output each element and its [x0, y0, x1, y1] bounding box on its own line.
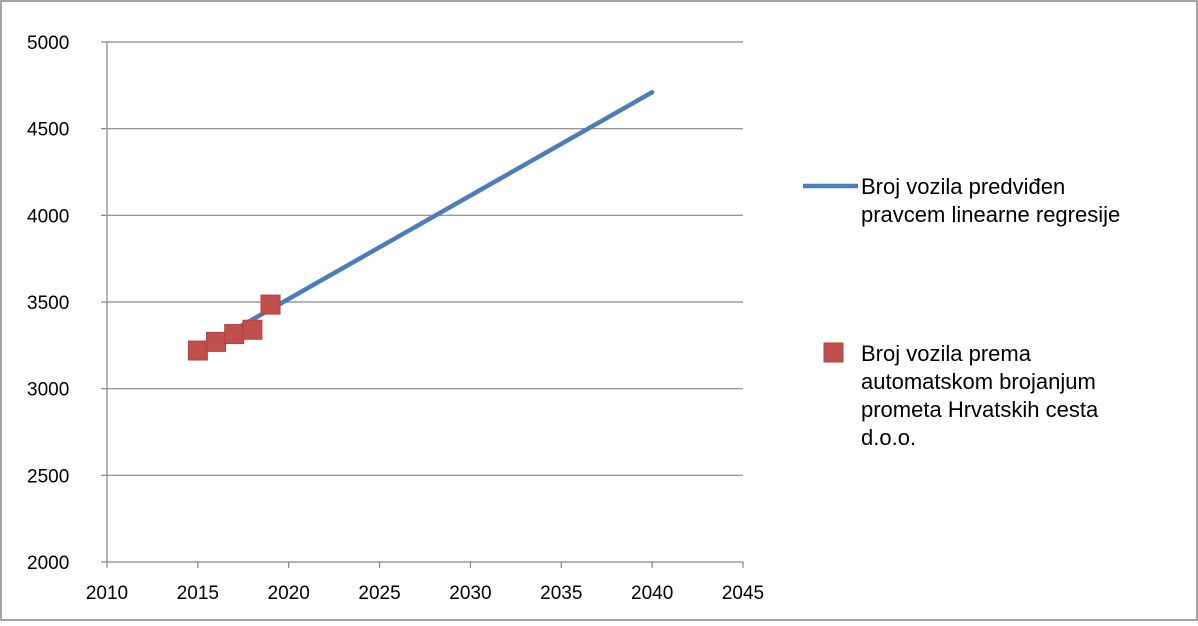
- legend: Broj vozila predviđen pravcem linearne re…: [803, 174, 1120, 450]
- data-point-marker: [206, 331, 227, 352]
- legend-label-line: Broj vozila prema: [861, 341, 1032, 366]
- x-tick-label: 2035: [540, 583, 582, 604]
- plot-series: [187, 90, 655, 361]
- legend-label-line: prometa Hrvatskih cesta: [861, 397, 1099, 422]
- legend-square-swatch: [823, 342, 844, 363]
- grid-lines: [107, 41, 743, 476]
- x-tick-label: 2025: [358, 583, 400, 604]
- y-tick-label: 4000: [27, 206, 69, 227]
- legend-label-line: automatskom brojanjum: [861, 369, 1096, 394]
- y-tick-label: 2500: [27, 466, 69, 487]
- data-point-marker: [242, 319, 263, 340]
- x-tick-label: 2030: [449, 583, 491, 604]
- y-tick-label: 2000: [27, 553, 69, 574]
- data-point-marker: [224, 324, 245, 345]
- legend-label-line: d.o.o.: [861, 425, 916, 450]
- y-tick-label: 5000: [27, 33, 69, 54]
- x-tick-label: 2045: [722, 583, 764, 604]
- x-tick-label: 2010: [86, 583, 128, 604]
- y-tick-label: 3000: [27, 380, 69, 401]
- data-point-marker: [260, 294, 281, 315]
- x-tick-label: 2020: [268, 583, 310, 604]
- legend-label-line: Broj vozila predviđen: [861, 174, 1065, 199]
- x-tick-label: 2015: [177, 583, 219, 604]
- axes: [101, 41, 744, 568]
- x-tick-label: 2040: [631, 583, 673, 604]
- y-tick-label: 3500: [27, 293, 69, 314]
- tick-labels: 2000 2500 3000 3500 4000 4500 5000 2010 2015 2020…: [27, 33, 764, 604]
- y-tick-label: 4500: [27, 120, 69, 141]
- data-point-marker: [187, 340, 208, 361]
- legend-label-line: pravcem linearne regresije: [861, 202, 1120, 227]
